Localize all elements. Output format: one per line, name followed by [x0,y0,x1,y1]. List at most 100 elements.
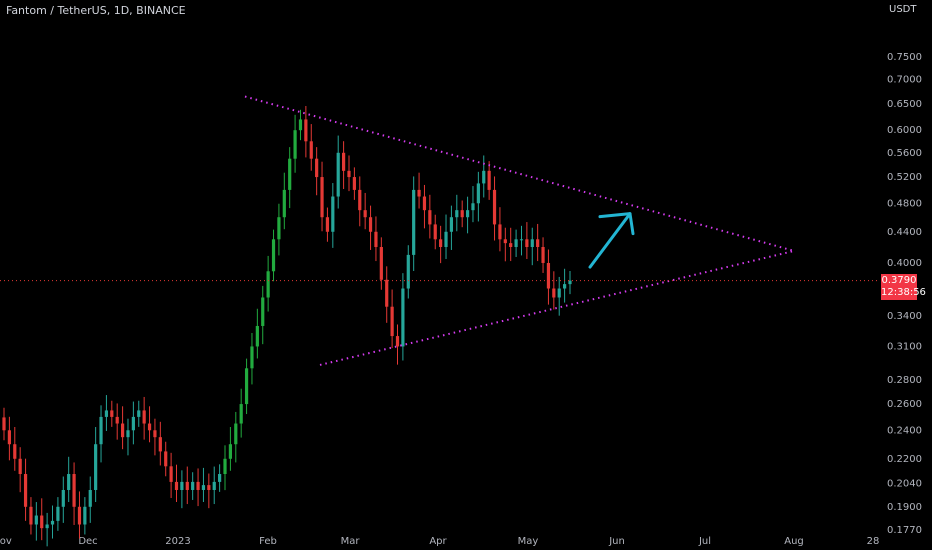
candle-body [234,423,238,445]
y-tick-label: 0.2400 [887,425,922,436]
candle-body [465,210,470,218]
candle-body [40,515,44,529]
candle-body [304,119,308,142]
candle-body [45,524,49,529]
candle-body [342,152,346,171]
candle-body [412,189,416,255]
candle-body [61,489,65,507]
candle-body [568,280,572,285]
candle-body [460,210,464,218]
chart-title: Fantom / TetherUS, 1D, BINANCE [6,4,186,17]
candle-body [325,217,330,232]
candle-body [239,404,243,424]
candle-body [153,430,157,438]
candle-body [277,217,281,240]
candle-body [563,284,567,289]
candle-body [315,158,319,178]
candle-body [476,183,480,204]
candle-body [503,239,507,244]
candle-body [72,474,76,507]
candle-body [99,416,103,445]
x-tick-label: 2023 [165,536,190,547]
candle-body [180,481,184,490]
x-tick-label: Jun [608,536,625,547]
candle-body [401,288,405,347]
candle-body [293,130,297,159]
candle-body [552,288,556,298]
candle-body [471,203,475,211]
candle-body [207,485,211,490]
candle-body [336,152,340,197]
candle-body [546,262,551,289]
candle-body [23,474,28,507]
candle-body [201,485,206,490]
candle-body [374,231,378,248]
y-tick-label: 0.6500 [887,99,922,110]
candle-body [309,141,313,159]
candle-body [223,458,227,475]
candle-body [255,325,259,347]
candle-body [120,423,125,438]
candle-body [444,231,448,248]
candle-body [88,489,92,507]
candle-body [406,254,410,289]
candle-body [191,481,195,490]
arrow-head [598,212,635,236]
y-tick-label: 0.5600 [887,148,922,159]
candle-body [77,506,82,525]
candle-body [498,224,502,240]
y-tick-label: 0.3400 [887,311,922,322]
candle-body [525,239,529,248]
candle-body [395,336,400,347]
y-tick-label: 0.7000 [887,75,922,86]
candle-body [169,466,173,482]
candle-body [271,239,276,272]
x-tick-label: Aug [784,536,804,547]
candle-body [352,177,356,190]
candle-body [67,474,71,490]
candle-body [228,444,232,459]
candle-body [218,474,222,482]
y-tick-label: 0.3100 [887,341,922,352]
countdown-timer: 12:38:56 [881,286,926,298]
candle-body [158,437,162,452]
candle-body [417,189,421,197]
y-tick-label: 0.7500 [887,52,922,63]
candle-body [385,279,389,307]
y-tick-label: 0.2600 [887,399,922,410]
candle-body [530,239,534,248]
candle-body [250,346,254,369]
candle-body [164,451,168,467]
y-tick-label: 0.6000 [887,125,922,136]
currency-label[interactable]: USDT [889,4,917,15]
x-tick-label: 28 [867,536,880,547]
candle-body [368,217,373,232]
x-tick-label: Feb [259,536,277,547]
candle-body [131,416,135,431]
candle-body [422,196,427,211]
candle-body [94,444,98,490]
x-tick-label: Jul [698,536,711,547]
candle-body [147,423,152,431]
candle-body [455,210,459,218]
candle-body [439,239,443,248]
x-tick-label: Nov [0,536,12,547]
candle-body [482,170,486,184]
candle-body [212,481,216,490]
candle-body [7,430,11,445]
candle-body [288,158,292,190]
y-tick-label: 0.4400 [887,227,922,238]
candle-body [13,444,17,459]
candle-body [358,189,362,211]
candle-body [185,481,189,490]
candle-body [50,520,55,525]
y-tick-label: 0.1900 [887,502,922,513]
candle-body [492,189,497,225]
candle-body [541,247,545,263]
last-price-value: 0.3790 [881,274,917,286]
candle-body [115,416,119,424]
candle-body [320,177,324,218]
candle-body [557,288,561,298]
